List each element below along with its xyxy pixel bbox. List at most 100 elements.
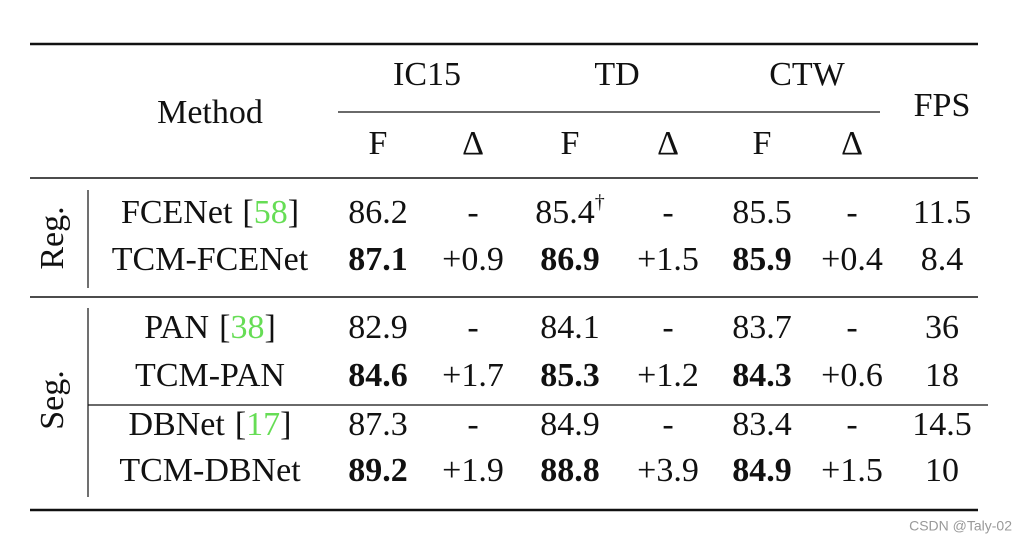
cell-text: +0.4 [821,241,883,278]
sub-header: Δ [841,125,863,162]
delta-cell: +1.9 [442,452,504,489]
cell-text: +1.2 [637,357,699,394]
method: TCM-FCENet [112,241,309,278]
value-cell: 83.4 [732,406,792,443]
value-cell: 8.4 [921,241,964,278]
value-cell: 14.5 [912,406,972,443]
sub-header: F [369,125,388,162]
cell-text: 10 [925,452,959,489]
method-name: PAN [144,309,209,346]
cell-text: 8.4 [921,241,964,278]
cell-text: 82.9 [348,309,408,346]
delta-cell: - [662,309,673,346]
cell-text: 88.8 [540,452,600,489]
group-header: CTW [769,56,845,93]
value-cell: 84.1 [540,309,600,346]
ref-bracket: [ [235,406,246,443]
value-cell: 84.6 [348,357,408,394]
cell-text: - [467,309,478,346]
cell-text: - [662,406,673,443]
delta-cell: +1.7 [442,357,504,394]
dagger: † [595,191,605,213]
delta-cell: +0.6 [821,357,883,394]
cell-text: - [662,309,673,346]
ref-bracket: ] [288,194,299,231]
cell-text: 85.5 [732,194,792,231]
sub-header: F [753,125,772,162]
cell-text: - [846,194,857,231]
cell-text: +1.9 [442,452,504,489]
value-cell: 87.1 [348,241,408,278]
cell-text: 84.9 [540,406,600,443]
cell-text: 84.6 [348,357,408,394]
value-cell: 36 [925,309,959,346]
cell-text: 87.1 [348,241,408,278]
value-cell: 84.9 [540,406,600,443]
cell-text: - [467,406,478,443]
fps-header: FPS [914,87,971,124]
cell-text: 84.1 [540,309,600,346]
method-name: TCM-FCENet [112,241,309,278]
delta-cell: +3.9 [637,452,699,489]
ref-bracket: [ [219,309,230,346]
cell-text: 14.5 [912,406,972,443]
method: TCM-DBNet [119,452,301,489]
value-cell: 85.5 [732,194,792,231]
sub-header: Δ [462,125,484,162]
cell-text: 84.3 [732,357,792,394]
ref: 17 [246,406,280,443]
delta-cell: - [662,406,673,443]
delta-cell: - [846,194,857,231]
cell-text: 87.3 [348,406,408,443]
value-cell: 88.8 [540,452,600,489]
delta-cell: - [467,406,478,443]
value-cell: 83.7 [732,309,792,346]
value-cell: 87.3 [348,406,408,443]
method-name: FCENet [121,194,233,231]
cell-text: +1.7 [442,357,504,394]
value-cell: 89.2 [348,452,408,489]
cell-text: - [846,406,857,443]
cell-text: +3.9 [637,452,699,489]
method: TCM-PAN [135,357,285,394]
cell-text: 83.4 [732,406,792,443]
cell-text: 84.9 [732,452,792,489]
value-cell: 10 [925,452,959,489]
group-header: IC15 [393,56,461,93]
group-header: TD [594,56,639,93]
value-cell: 85.4† [535,191,605,231]
ref-bracket: [ [242,194,253,231]
cell-text: 83.7 [732,309,792,346]
section-label: Reg. [34,206,71,269]
cell-text: 86.2 [348,194,408,231]
sub-header: F [561,125,580,162]
value-cell: 85.9 [732,241,792,278]
cell-text: 85.3 [540,357,600,394]
delta-cell: +1.2 [637,357,699,394]
delta-cell: +1.5 [637,241,699,278]
cell-text: +1.5 [821,452,883,489]
ref: 58 [254,194,288,231]
delta-cell: +0.9 [442,241,504,278]
cell-text: +0.9 [442,241,504,278]
cell-text: +1.5 [637,241,699,278]
delta-cell: - [467,309,478,346]
watermark: CSDN @Taly-02 [909,518,1012,534]
cell-text: - [467,194,478,231]
delta-cell: - [467,194,478,231]
cell-text: 89.2 [348,452,408,489]
value-cell: 85.3 [540,357,600,394]
value-cell: 18 [925,357,959,394]
value-cell: 11.5 [913,194,971,231]
ref-bracket: ] [280,406,291,443]
cell-text: 86.9 [540,241,600,278]
method: FCENet [58] [121,194,299,231]
cell-text: - [662,194,673,231]
method: PAN [38] [144,309,276,346]
cell-text: 18 [925,357,959,394]
value-cell: 82.9 [348,309,408,346]
ref: 38 [230,309,264,346]
delta-cell: +0.4 [821,241,883,278]
cell-text: 85.4 [535,194,595,231]
